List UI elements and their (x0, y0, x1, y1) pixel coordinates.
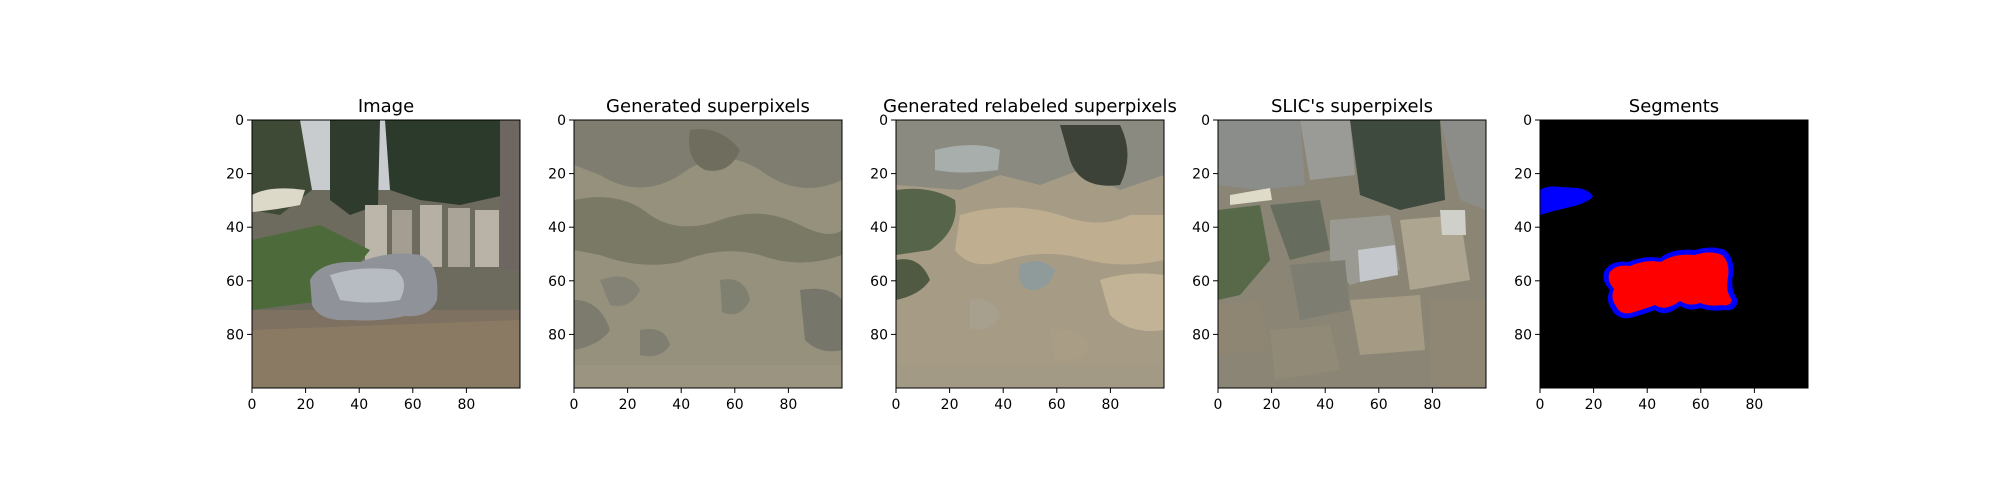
x-tick-label: 60 (726, 397, 744, 413)
y-axis: 0 20 40 60 80 (870, 113, 896, 343)
y-tick-label: 20 (870, 167, 888, 183)
x-tick-label: 40 (1316, 397, 1334, 413)
x-tick-label: 80 (779, 397, 797, 413)
x-tick-label: 40 (1638, 397, 1656, 413)
y-tick-label: 40 (1514, 220, 1532, 236)
x-tick-label: 0 (570, 397, 579, 413)
y-tick-label: 80 (548, 327, 566, 343)
y-tick-label: 40 (870, 220, 888, 236)
x-tick-label: 0 (248, 397, 257, 413)
y-tick-label: 40 (548, 220, 566, 236)
x-axis: 0 20 40 60 80 (1214, 388, 1441, 413)
panel-slic-superpixels: SLIC's superpixels 0 20 40 60 80 0 20 40 60 80 (1192, 96, 1487, 413)
y-tick-label: 0 (557, 113, 566, 129)
panel-title: Image (358, 96, 414, 117)
segment-red-region (1608, 252, 1732, 314)
generated-superpixels-image (574, 120, 842, 388)
panel-relabeled-superpixels: Generated relabeled superpixels 0 20 40 60 8… (870, 96, 1177, 413)
x-tick-label: 40 (350, 397, 368, 413)
y-tick-label: 80 (226, 327, 244, 343)
x-tick-label: 80 (1745, 397, 1763, 413)
axes-frame (573, 119, 843, 389)
panel-title: SLIC's superpixels (1271, 96, 1433, 117)
x-tick-label: 20 (619, 397, 637, 413)
x-tick-label: 20 (941, 397, 959, 413)
x-tick-label: 0 (892, 397, 901, 413)
y-axis: 0 20 40 60 80 (1514, 113, 1540, 343)
x-axis: 0 20 40 60 80 (1536, 388, 1763, 413)
x-tick-label: 0 (1536, 397, 1545, 413)
panel-title: Generated superpixels (606, 96, 810, 117)
x-tick-label: 80 (1423, 397, 1441, 413)
y-tick-label: 40 (226, 220, 244, 236)
x-tick-label: 60 (1370, 397, 1388, 413)
y-tick-label: 0 (1523, 113, 1532, 129)
panel-segments: Segments 0 20 40 60 80 0 20 40 60 80 (1514, 96, 1809, 413)
axes-frame (251, 119, 521, 389)
x-tick-label: 60 (1692, 397, 1710, 413)
x-tick-label: 60 (404, 397, 422, 413)
x-tick-label: 60 (1048, 397, 1066, 413)
y-tick-label: 80 (870, 327, 888, 343)
y-tick-label: 60 (548, 274, 566, 290)
y-tick-label: 20 (548, 167, 566, 183)
y-tick-label: 60 (870, 274, 888, 290)
x-tick-label: 80 (457, 397, 475, 413)
y-tick-label: 20 (1192, 167, 1210, 183)
relabeled-superpixels-image (896, 120, 1164, 388)
x-tick-label: 0 (1214, 397, 1223, 413)
x-tick-label: 20 (1263, 397, 1281, 413)
y-axis: 0 20 40 60 80 (548, 113, 574, 343)
photo-image (252, 120, 520, 388)
y-tick-label: 60 (226, 274, 244, 290)
x-tick-label: 20 (1585, 397, 1603, 413)
y-tick-label: 0 (879, 113, 888, 129)
panel-title: Generated relabeled superpixels (883, 96, 1177, 117)
panel-image: Image 0 20 40 60 80 0 20 40 60 80 (226, 96, 521, 413)
x-axis: 0 20 40 60 80 (248, 388, 475, 413)
segments-image (1540, 120, 1808, 388)
y-tick-label: 40 (1192, 220, 1210, 236)
y-tick-label: 20 (226, 167, 244, 183)
x-tick-label: 20 (297, 397, 315, 413)
x-tick-label: 40 (672, 397, 690, 413)
panel-generated-superpixels: Generated superpixels 0 20 40 60 80 0 20 40 60 8… (548, 96, 843, 413)
x-tick-label: 40 (994, 397, 1012, 413)
y-tick-label: 60 (1514, 274, 1532, 290)
segment-blue-region (1540, 186, 1593, 215)
y-tick-label: 60 (1192, 274, 1210, 290)
panel-title: Segments (1629, 96, 1719, 117)
y-tick-label: 0 (235, 113, 244, 129)
y-axis: 0 20 40 60 80 (1192, 113, 1218, 343)
y-tick-label: 0 (1201, 113, 1210, 129)
x-axis: 0 20 40 60 80 (570, 388, 797, 413)
axes-frame (895, 119, 1165, 389)
y-tick-label: 80 (1514, 327, 1532, 343)
y-tick-label: 20 (1514, 167, 1532, 183)
slic-superpixels-image (1218, 120, 1486, 388)
y-axis: 0 20 40 60 80 (226, 113, 252, 343)
axes-frame (1217, 119, 1487, 389)
axes-frame (1539, 119, 1809, 389)
y-tick-label: 80 (1192, 327, 1210, 343)
x-axis: 0 20 40 60 80 (892, 388, 1119, 413)
x-tick-label: 80 (1101, 397, 1119, 413)
